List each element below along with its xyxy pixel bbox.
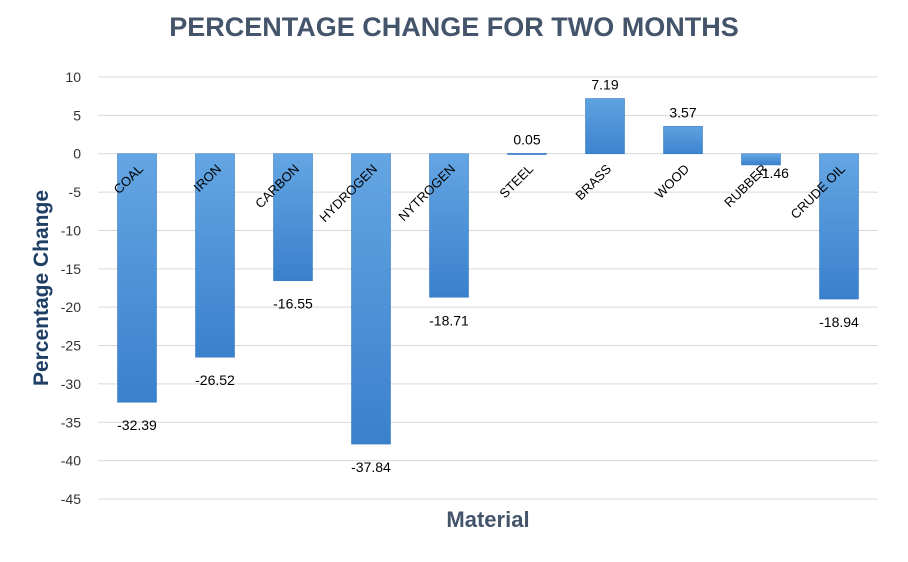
y-tick-label: 0 [73,146,81,162]
bar-carbon [273,153,313,282]
y-tick-labels: 10 5 0 -5 -10 -15 -20 -25 -30 -35 -40 -45 [61,69,81,507]
bar-coal [117,153,157,403]
data-label: 7.19 [591,77,618,93]
y-tick-label: -45 [61,491,81,507]
bar-rubber [741,153,781,166]
bar-nytrogen [429,153,469,298]
data-label: -1.46 [757,165,789,181]
y-tick-label: -35 [61,414,81,430]
data-label: -18.94 [819,314,859,330]
y-tick-label: -15 [61,261,81,277]
y-tick-label: -5 [69,184,82,200]
category-label: WOOD [652,161,692,201]
y-tick-label: 5 [73,107,81,123]
y-tick-label: 10 [65,69,81,85]
bar-iron [195,153,235,358]
data-labels: -32.39 -26.52 -16.55 -37.84 -18.71 0.05 7.19 3.… [117,77,859,476]
bar-hydrogen [351,153,391,445]
y-tick-label: -40 [61,453,81,469]
bar-brass [585,98,625,155]
data-label: -37.84 [351,459,391,475]
y-tick-label: -10 [61,222,81,238]
chart-title: PERCENTAGE CHANGE FOR TWO MONTHS [169,12,739,42]
category-label: RUBBER [721,161,770,210]
bar-crude-oil [819,153,859,300]
data-label: -26.52 [195,372,235,388]
y-tick-label: -30 [61,376,81,392]
data-label: -32.39 [117,417,157,433]
bar-wood [663,126,703,155]
bar-steel [507,153,547,155]
category-label: BRASS [572,161,614,203]
data-label: 3.57 [669,104,696,120]
category-label: STEEL [496,161,536,201]
x-axis-title: Material [446,507,530,532]
y-axis-title: Percentage Change [30,189,53,387]
data-label: 0.05 [513,131,540,147]
y-tick-label: -20 [61,299,81,315]
data-label: -16.55 [273,296,313,312]
bars [117,98,859,445]
y-tick-label: -25 [61,338,81,354]
data-label: -18.71 [429,312,469,328]
